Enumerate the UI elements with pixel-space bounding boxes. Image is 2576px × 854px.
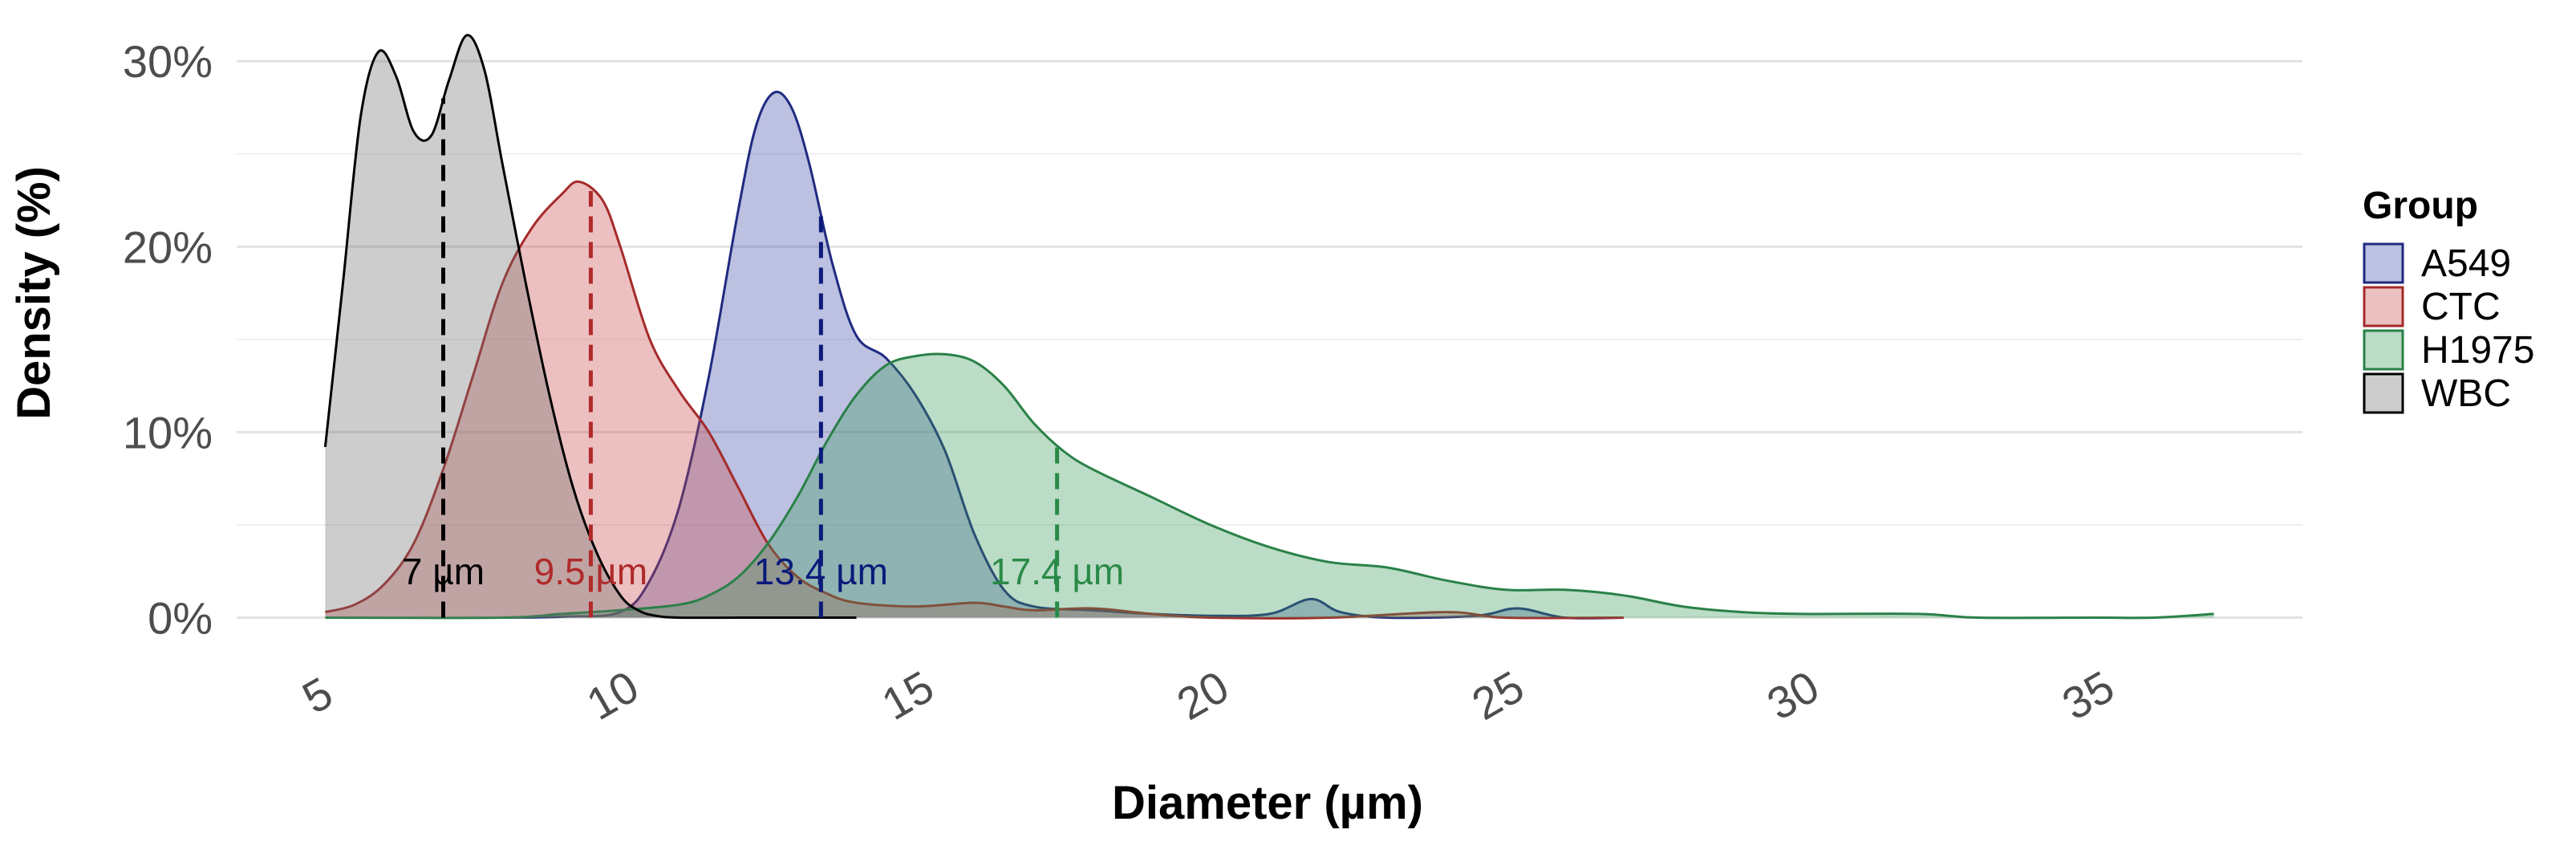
density-area-a549 — [502, 92, 1624, 619]
y-tick-label: 20% — [123, 222, 213, 272]
x-axis-ticks: 5 10 15 20 25 30 35 — [294, 661, 2122, 730]
legend-swatch-wbc — [2363, 372, 2404, 414]
median-label-wbc: 7 µm — [402, 551, 485, 592]
x-tick-label: 30 — [1759, 661, 1827, 730]
x-tick-label: 35 — [2054, 661, 2122, 730]
density-area-h1975 — [325, 353, 2214, 618]
y-tick-label: 0% — [148, 593, 213, 644]
y-axis-ticks: 0% 10% 20% 30% — [123, 36, 213, 643]
median-labels: 13.4 µm 9.5 µm 17.4 µm 7 µm — [402, 551, 1124, 592]
x-axis-title: Diameter (µm) — [1112, 777, 1423, 829]
x-tick-label: 25 — [1463, 661, 1531, 730]
y-tick-label: 10% — [123, 407, 213, 458]
legend-swatch-a549 — [2363, 242, 2404, 284]
x-tick-label: 5 — [294, 667, 340, 723]
x-tick-label: 10 — [578, 661, 647, 730]
x-tick-label: 15 — [874, 661, 942, 730]
density-line-ctc — [325, 180, 1624, 620]
legend-swatch-ctc — [2363, 286, 2404, 327]
legend-label-ctc: CTC — [2421, 286, 2501, 328]
legend-label-a549: A549 — [2421, 242, 2511, 285]
median-label-a549: 13.4 µm — [754, 551, 888, 592]
y-tick-label: 30% — [123, 36, 213, 87]
legend-title: Group — [2363, 185, 2478, 227]
median-label-h1975: 17.4 µm — [990, 551, 1124, 592]
legend-swatch-h1975 — [2363, 329, 2404, 371]
y-axis-title: Density (%) — [8, 166, 60, 420]
median-lines — [441, 98, 1060, 618]
median-label-ctc: 9.5 µm — [534, 551, 648, 592]
density-line-wbc — [323, 34, 857, 620]
density-line-h1975 — [325, 352, 2214, 620]
density-line-a549 — [502, 91, 1624, 620]
grid-lines — [237, 59, 2302, 620]
legend-label-wbc: WBC — [2421, 372, 2511, 415]
density-area-ctc — [325, 181, 1624, 619]
density-area-wbc — [325, 35, 857, 618]
legend-label-h1975: H1975 — [2421, 329, 2534, 372]
x-tick-label: 20 — [1168, 661, 1236, 730]
density-areas — [323, 34, 2214, 620]
